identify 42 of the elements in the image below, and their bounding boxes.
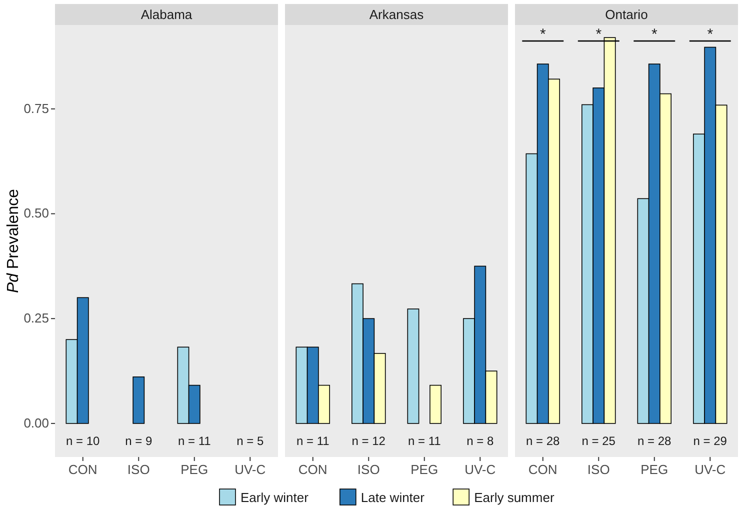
annotation: * [651, 26, 658, 43]
annotation: n = 8 [466, 434, 494, 448]
x-tick-label: PEG [410, 462, 438, 477]
y-tick-label: 0.00 [24, 415, 49, 430]
x-tick-label: PEG [640, 462, 668, 477]
x-tick-label: UV-C [464, 462, 496, 477]
annotation: * [596, 26, 602, 43]
x-tick-label: UV-C [694, 462, 726, 477]
x-tick-label: ISO [587, 462, 610, 477]
annotation: n = 25 [582, 434, 616, 448]
annotation: n = 11 [408, 434, 442, 448]
annotation: n = 28 [638, 434, 672, 448]
annotation: * [540, 26, 546, 43]
annotation: n = 28 [526, 434, 560, 448]
bar [407, 308, 420, 424]
bar [430, 384, 442, 424]
x-tick-label: PEG [180, 462, 208, 477]
y-axis-title: Pd Prevalence [5, 188, 22, 294]
x-tick-label: CON [528, 462, 558, 477]
y-tick-label: 0.75 [24, 100, 49, 116]
legend-label: Early winter [240, 490, 310, 505]
chart-title: Arkansas [369, 7, 424, 22]
annotation: * [707, 26, 714, 43]
legend-label: Early summer [474, 490, 555, 505]
annotation: n = 29 [693, 434, 728, 448]
annotation: n = 10 [66, 434, 100, 448]
annotation: n = 5 [236, 434, 264, 448]
x-tick-label: CON [298, 462, 328, 477]
annotation: n = 12 [352, 434, 386, 448]
x-tick-label: UV-C [234, 462, 266, 477]
y-tick-label: 0.50 [24, 206, 49, 221]
x-tick-label: CON [68, 462, 98, 477]
chart-title: Alabama [140, 7, 193, 22]
x-tick-label: ISO [127, 462, 150, 477]
annotation: n = 9 [125, 434, 152, 448]
x-tick-label: ISO [357, 462, 380, 477]
y-tick-label: 0.25 [24, 310, 49, 326]
annotation: n = 11 [178, 434, 212, 448]
chart-title: Ontario [605, 7, 648, 22]
bar [132, 376, 145, 424]
legend-label: Late winter [360, 490, 426, 505]
annotation: n = 11 [296, 434, 330, 448]
